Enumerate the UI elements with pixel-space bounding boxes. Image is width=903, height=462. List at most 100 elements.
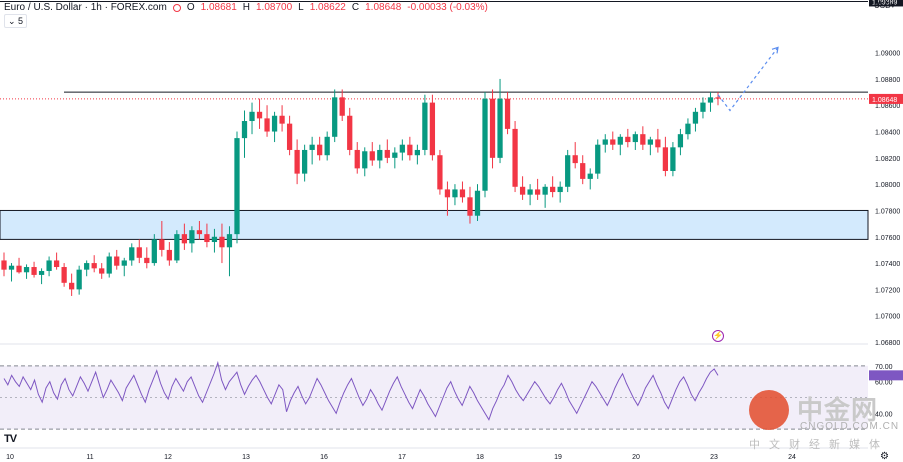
price-tick-label: 1.08000 [875,182,900,189]
candle-body [407,144,413,156]
candle-body [527,189,533,195]
price-axis: 1.09000 1.08800 1.08600 1.08400 1.08200 1.080… [869,0,903,418]
candle-body [670,147,676,171]
price-tick-label: 1.08400 [875,130,900,137]
candle-body [76,269,82,290]
candle-body [114,256,120,266]
rsi-band [0,365,868,430]
price-tick-label: 1.06800 [875,340,900,347]
low-value: 1.08622 [309,2,346,13]
time-tick-label: 18 [476,454,484,461]
time-tick-label: 23 [710,454,718,461]
candle-body [324,136,330,156]
gear-icon[interactable]: ⚙ [880,451,889,462]
candle-body [249,111,255,122]
current-price-label: 1.08648 [872,97,897,104]
candle-body [362,151,368,169]
price-tick-label: 1.08600 [875,103,900,110]
support-zone [0,209,869,240]
candle-body [317,144,323,156]
candle-body [482,98,488,191]
tradingview-logo-icon[interactable]: TV [4,433,17,445]
candle-body [226,234,233,248]
candle-body [392,152,398,158]
candle-body [534,189,541,195]
watermark-url: CNGOLD.COM.CN [800,421,900,432]
open-value: 1.08681 [200,2,237,13]
time-tick-label: 19 [554,454,562,461]
candle-body [707,97,714,103]
rsi-line [3,360,719,421]
candle-body [617,136,623,145]
time-tick-label: 11 [86,454,93,461]
candle-body [69,282,75,290]
rsi-panel [0,360,868,430]
candle-body [647,139,653,145]
lightning-icon[interactable]: ⚡ [712,330,724,342]
candle-body [497,98,503,158]
projection-line [717,46,779,112]
candle-body [354,149,360,169]
high-value: 1.08700 [256,2,293,13]
price-tick-label: 1.08800 [875,77,900,84]
candle-body [219,236,225,248]
candle-body [294,149,300,174]
candle-body [640,134,646,145]
candle-body [572,155,578,164]
top-price-badge [869,0,903,7]
top-price-label: 1.09389 [872,0,897,6]
price-tick-label: 1.07400 [875,261,900,268]
candle-body [121,260,127,266]
close-value: 1.08648 [365,2,402,13]
candle-body [625,136,631,143]
rsi-tick-label: 40.00 [875,411,893,418]
close-label: C [351,2,360,13]
horizontal-lines [0,0,868,100]
candle-body [565,155,571,187]
candle-body [692,111,699,124]
candle-body [286,123,293,150]
open-label: O [186,2,195,13]
candle-body [422,102,428,150]
rsi-current-badge [869,370,903,381]
projection-arrow [771,46,779,54]
candle-body [8,265,15,270]
candle-body [519,186,526,195]
watermark: 中金网 CNGOLD.COM.CN 中文财经新媒体 [745,384,903,458]
candle-body [61,267,67,283]
low-label: L [298,2,304,13]
change-value: -0.00033 (-0.03%) [407,2,488,13]
indicators-collapse-button[interactable]: ⌄ 5 [4,14,28,28]
time-tick-label: 24 [788,454,796,461]
candle-body [256,111,263,119]
candle-body [271,115,278,132]
candle-body [166,249,172,261]
currency-label: USD [874,1,891,10]
market-status-icon [172,3,181,12]
candles [1,78,721,296]
candle-body [279,115,285,124]
currency-selector[interactable]: USD▾ [874,1,895,10]
candle-body [31,267,37,275]
candle-body [136,247,142,258]
candle-body [467,197,473,216]
candle-body [264,118,270,132]
symbol-title[interactable]: Euro / U.S. Dollar · 1h · FOREX.com [4,2,167,13]
candle-body [241,121,248,139]
candle-body [377,149,383,161]
candle-body [339,97,345,116]
candle-body [459,189,466,198]
candle-body [129,247,135,261]
candle-body [632,134,638,143]
indicator-count: 5 [18,16,24,26]
watermark-logo-icon [749,390,789,430]
candle-body [159,239,165,250]
time-tick-label: 16 [320,454,328,461]
time-tick-label: 12 [164,454,172,461]
candle-body [444,189,451,198]
candle-body [84,263,90,270]
high-label: H [242,2,250,13]
candle-body [474,190,481,216]
current-price-badge [869,93,903,104]
